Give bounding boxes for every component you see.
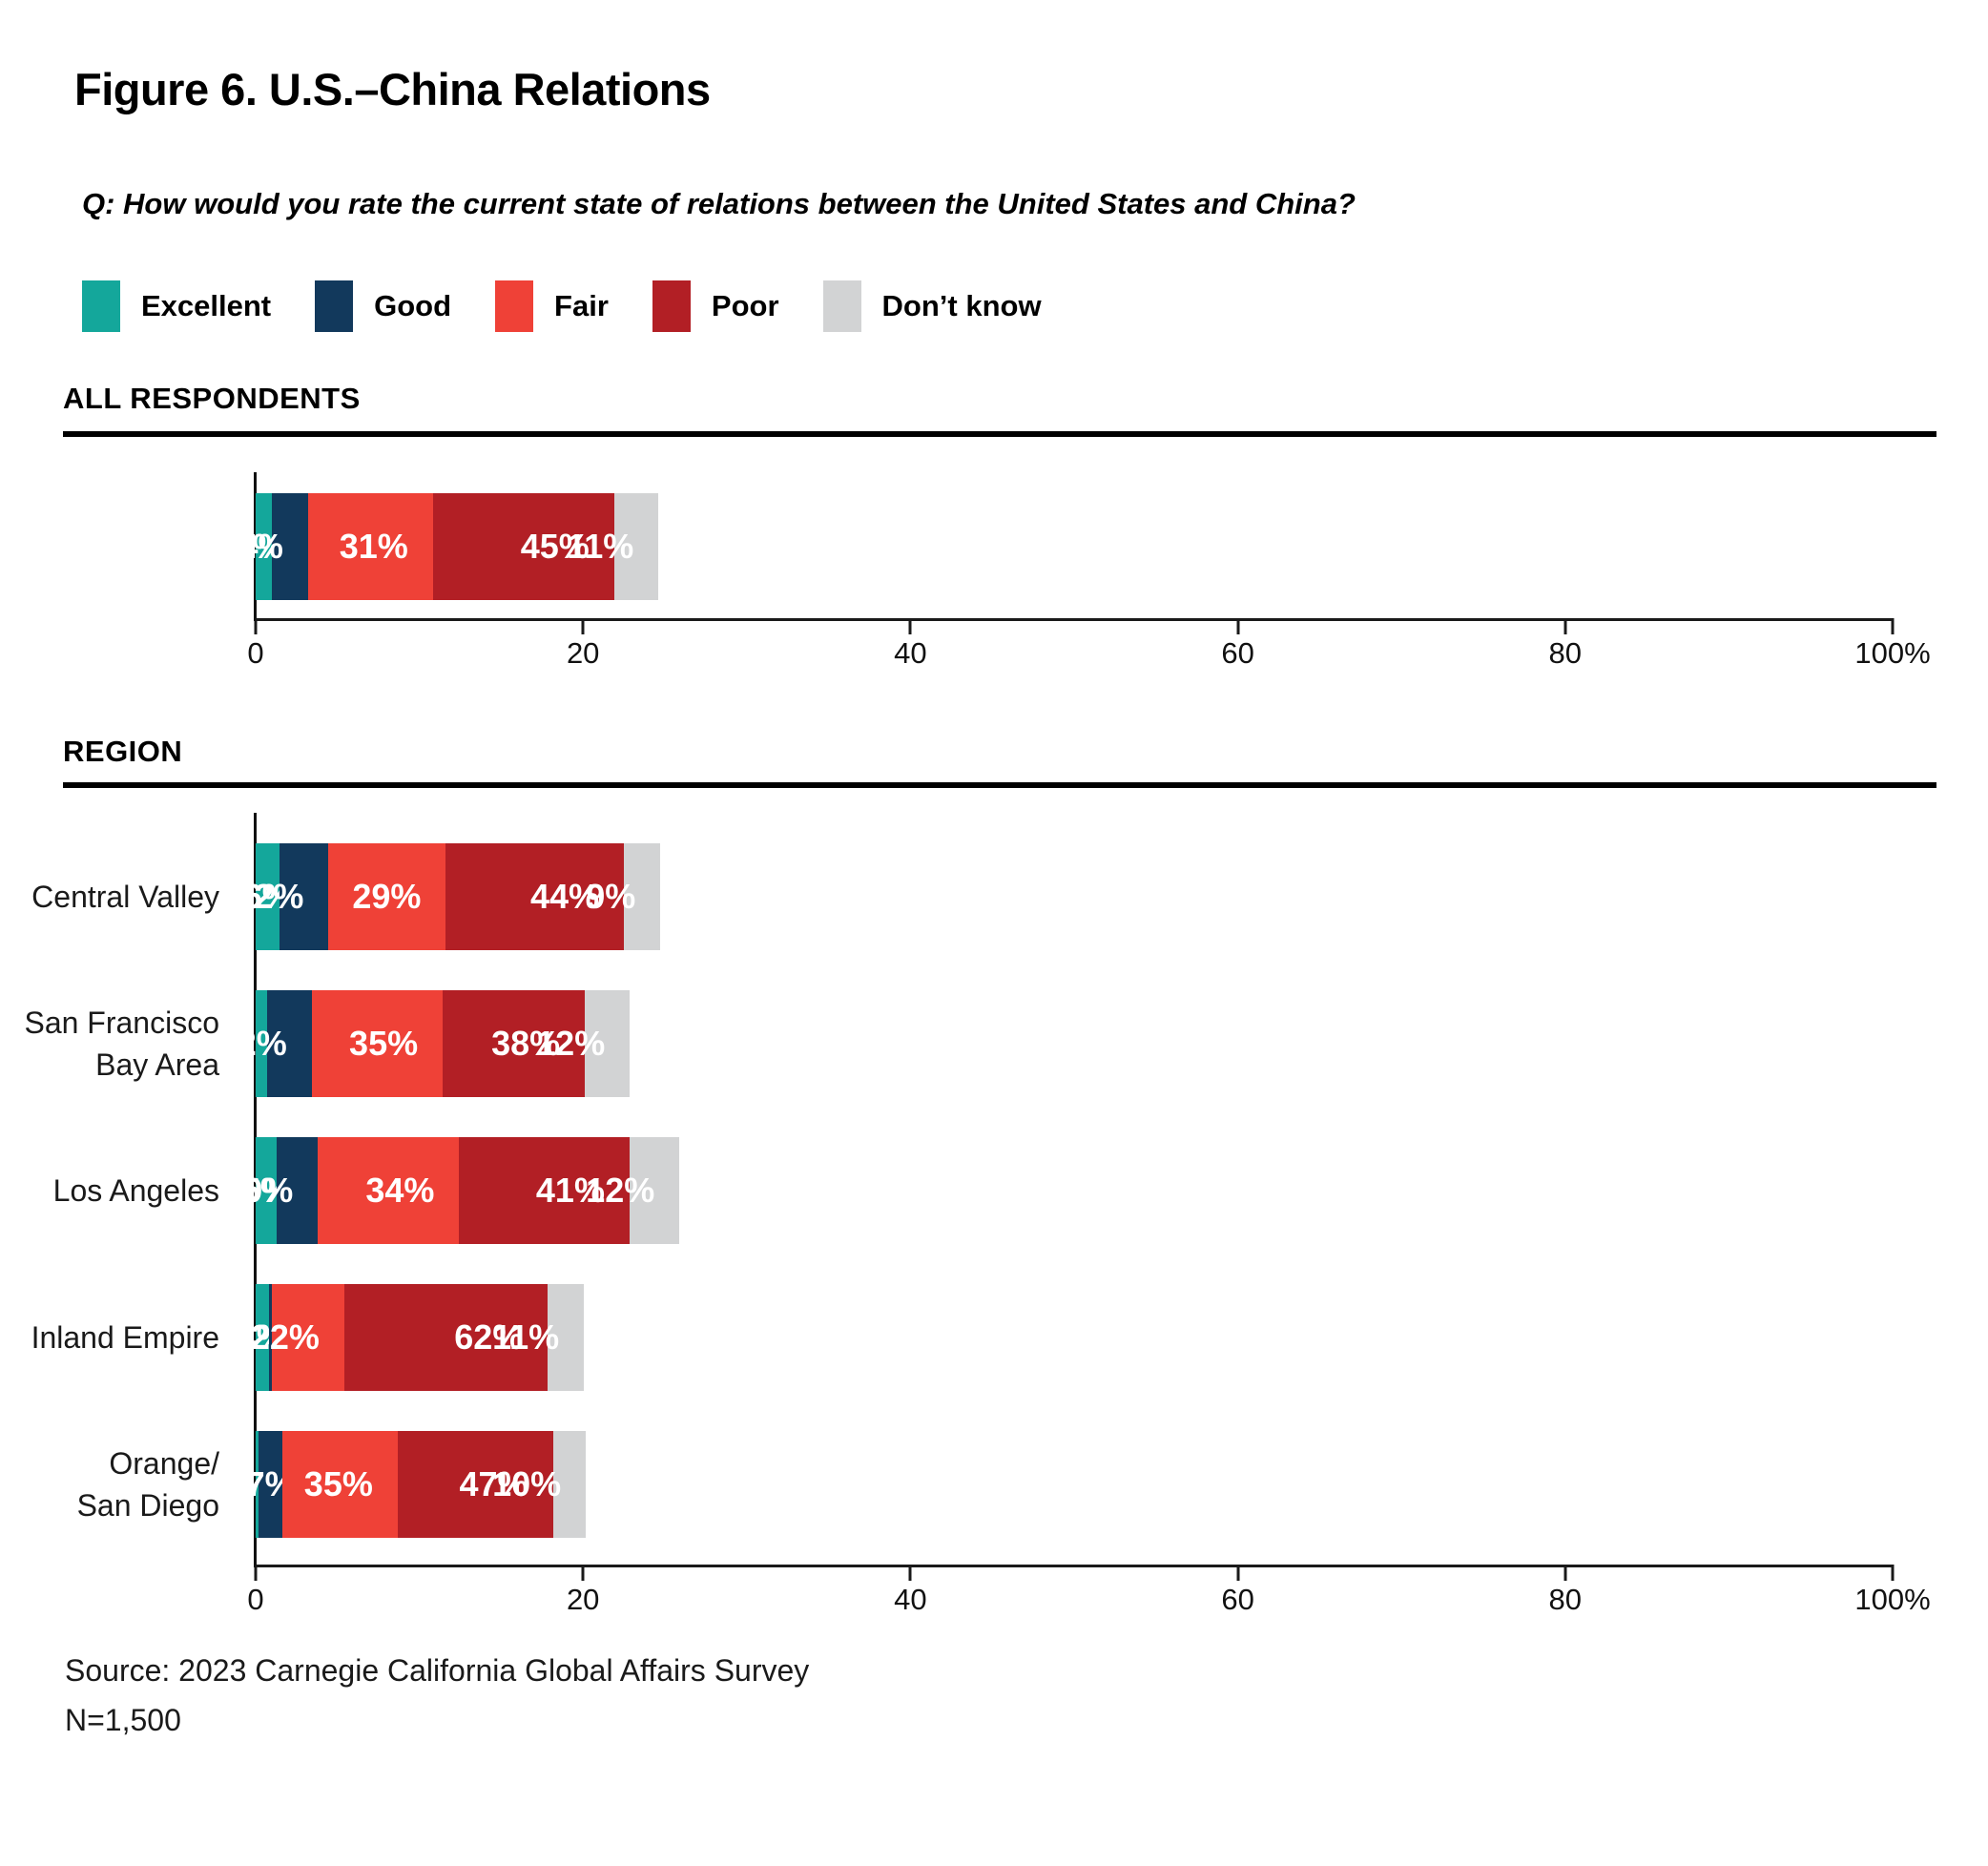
bar-segment-fair: 35% bbox=[311, 990, 444, 1097]
legend-item-poor: Poor bbox=[652, 280, 779, 332]
axis-tick-label: 60 bbox=[1221, 1583, 1254, 1616]
bar-segment-excellent bbox=[256, 990, 267, 1097]
bar-inland-empire: 4% 22% 62% 11% bbox=[238, 1284, 585, 1391]
bar-segment-excellent bbox=[256, 1431, 259, 1538]
axis-tick-label: 20 bbox=[566, 636, 600, 670]
bar-segment-fair: 34% bbox=[318, 1137, 460, 1244]
bar-segment-dont-know: 9% bbox=[586, 843, 661, 950]
bar-segment-poor: 41% bbox=[459, 1137, 630, 1244]
axis-tick-label: 0 bbox=[247, 636, 264, 670]
axis-tick bbox=[581, 621, 585, 634]
axis-tick bbox=[1891, 1565, 1895, 1581]
dont-know-swatch-icon bbox=[822, 280, 861, 332]
legend-item-good: Good bbox=[315, 280, 451, 332]
legend-label: Excellent bbox=[141, 289, 272, 322]
row-label-inland-empire: Inland Empire bbox=[31, 1319, 219, 1355]
bar-segment-fair: 29% bbox=[328, 843, 446, 950]
section-rule bbox=[63, 431, 1936, 437]
axis-tick-label: 40 bbox=[894, 1583, 927, 1616]
bar-san-francisco-bay-area: 12% 35% 38% 12% bbox=[218, 990, 631, 1097]
axis-tick bbox=[254, 621, 258, 634]
axis-tick bbox=[1563, 1567, 1567, 1581]
fair-swatch-icon bbox=[495, 280, 534, 332]
axis-tick bbox=[1236, 1567, 1240, 1581]
legend-label: Poor bbox=[711, 289, 779, 322]
bar-segment-poor: 38% bbox=[443, 990, 586, 1097]
axis-tick bbox=[581, 1567, 585, 1581]
section-rule bbox=[63, 782, 1936, 788]
axis-tick-label: 20 bbox=[566, 1583, 600, 1616]
bar-segment-dont-know: 12% bbox=[536, 990, 631, 1097]
good-swatch-icon bbox=[315, 280, 354, 332]
legend-label: Don’t know bbox=[881, 289, 1042, 322]
bar-segment-good: 10% bbox=[224, 1137, 319, 1244]
bar-central-valley: 6% 12% 29% 44% 9% bbox=[235, 843, 661, 950]
legend-label: Fair bbox=[554, 289, 609, 322]
region-chart: Central Valley 6% 12% 29% 44% 9% San Fra… bbox=[24, 813, 1931, 1633]
row-label-san-francisco-bay-area: San Francisco Bay Area bbox=[24, 1005, 219, 1082]
bar-segment-good: 7% bbox=[246, 1431, 296, 1538]
axis-tick-label: 0 bbox=[247, 1583, 264, 1616]
bar-segment-good bbox=[268, 1284, 273, 1391]
row-label-orange-san-diego: Orange/ San Diego bbox=[76, 1445, 219, 1523]
axis-tick-label: 40 bbox=[894, 636, 927, 670]
figure-title: Figure 6. U.S.–China Relations bbox=[74, 64, 711, 114]
bar-segment-poor: 62% bbox=[343, 1284, 549, 1391]
bar-segment-dont-know: 11% bbox=[567, 493, 659, 600]
legend: Excellent Good Fair Poor Don’t know bbox=[82, 280, 1042, 332]
bar-segment-dont-know: 10% bbox=[492, 1431, 587, 1538]
bar-segment-good: 9% bbox=[234, 493, 308, 600]
bar-segment-dont-know: 12% bbox=[586, 1137, 680, 1244]
bar-segment-dont-know: 11% bbox=[492, 1284, 585, 1391]
bar-los-angeles: 5% 10% 34% 41% 12% bbox=[224, 1137, 680, 1244]
row-label-los-angeles: Los Angeles bbox=[52, 1172, 219, 1208]
axis-tick bbox=[908, 621, 912, 634]
excellent-swatch-icon bbox=[82, 280, 120, 332]
survey-question: Q: How would you rate the current state … bbox=[82, 187, 1356, 220]
source-note: Source: 2023 Carnegie California Global … bbox=[65, 1653, 810, 1688]
axis-tick bbox=[1563, 621, 1567, 634]
axis-tick-label: 100% bbox=[1854, 1583, 1931, 1616]
poor-swatch-icon bbox=[652, 280, 691, 332]
bar-segment-fair: 31% bbox=[307, 493, 433, 600]
axis-tick-label: 60 bbox=[1221, 636, 1254, 670]
axis-tick bbox=[254, 1567, 258, 1581]
bar-orange-san-diego: 7% 35% 47% 10% bbox=[246, 1431, 587, 1538]
bar-all-respondents: 4% 9% 31% 45% 11% bbox=[234, 493, 659, 600]
section-header-all-respondents: ALL RESPONDENTS bbox=[63, 382, 361, 415]
section-header-region: REGION bbox=[63, 735, 183, 768]
axis-tick bbox=[1236, 621, 1240, 634]
bar-segment-good: 12% bbox=[218, 990, 312, 1097]
bar-segment-fair: 35% bbox=[281, 1431, 398, 1538]
row-label-central-valley: Central Valley bbox=[31, 879, 219, 914]
legend-item-dont-know: Don’t know bbox=[822, 280, 1042, 332]
legend-label: Good bbox=[374, 289, 452, 322]
bar-segment-good: 12% bbox=[235, 843, 329, 950]
axis-tick-label: 80 bbox=[1548, 1583, 1583, 1616]
bar-segment-poor: 45% bbox=[432, 493, 614, 600]
y-axis-line bbox=[254, 472, 257, 621]
all-respondents-chart: 4% 9% 31% 45% 11% 0 20 40 60 80 100% bbox=[234, 472, 1931, 673]
axis-tick-label: 80 bbox=[1548, 636, 1583, 670]
legend-item-fair: Fair bbox=[495, 280, 609, 332]
axis-tick-label: 100% bbox=[1854, 636, 1931, 670]
legend-item-excellent: Excellent bbox=[82, 280, 271, 332]
x-axis-line bbox=[256, 1565, 1893, 1567]
x-axis-line bbox=[256, 618, 1893, 621]
bar-segment-fair: 22% bbox=[251, 1284, 344, 1391]
axis-tick bbox=[908, 1567, 912, 1581]
bar-segment-poor: 44% bbox=[445, 843, 625, 950]
sample-size-note: N=1,500 bbox=[65, 1703, 181, 1737]
y-axis-line bbox=[254, 813, 257, 1567]
bar-segment-poor: 47% bbox=[397, 1431, 553, 1538]
axis-tick bbox=[1891, 618, 1895, 634]
